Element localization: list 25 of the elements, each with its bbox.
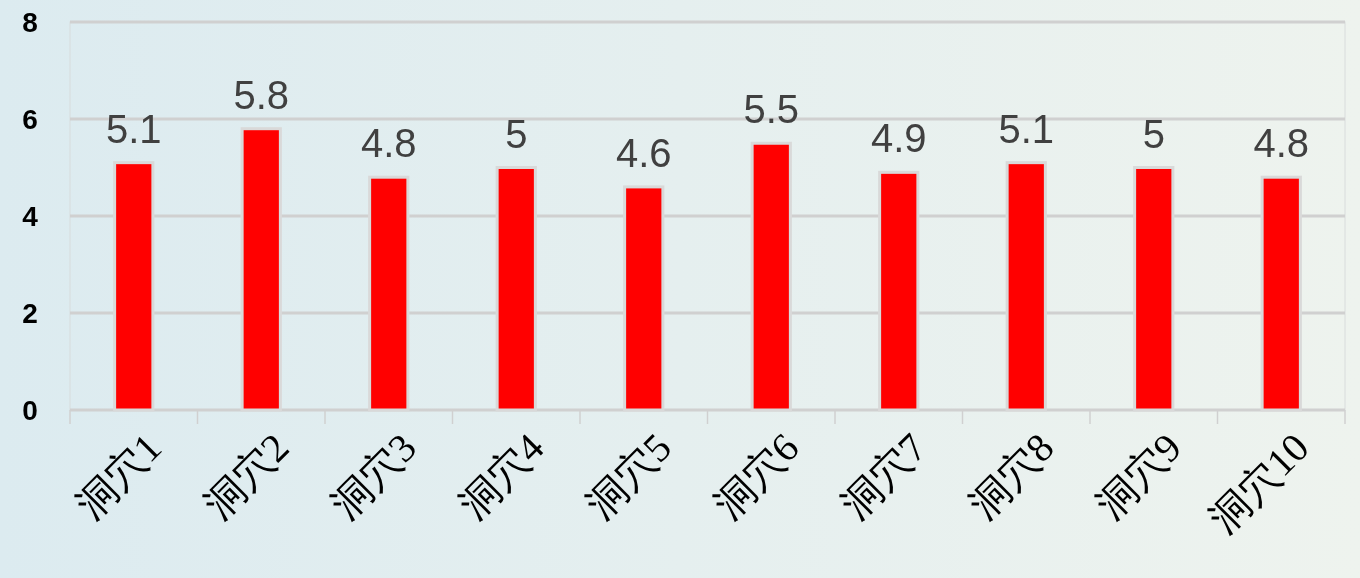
x-tick-label: 洞穴6 [705, 424, 808, 528]
data-label: 5.1 [105, 106, 162, 151]
x-tick-label: 洞穴5 [577, 424, 681, 528]
y-tick-label: 2 [22, 298, 38, 329]
data-label: 4.8 [1253, 121, 1310, 166]
data-label: 4.9 [870, 116, 927, 161]
x-tick-label: 洞穴2 [195, 424, 298, 528]
x-tick-label: 洞穴3 [322, 424, 426, 528]
data-label: 5 [505, 111, 528, 156]
x-tick-label: 洞穴4 [450, 424, 553, 528]
data-label: 5.1 [998, 106, 1055, 151]
x-tick-label: 洞穴7 [832, 424, 936, 528]
y-tick-label: 6 [22, 104, 38, 135]
x-tick-label: 洞穴10 [1200, 424, 1318, 542]
data-label: 4.8 [360, 121, 417, 166]
data-label: 5.5 [743, 87, 800, 132]
y-tick-label: 8 [22, 7, 38, 38]
x-tick-label: 洞穴1 [67, 424, 171, 528]
y-tick-label: 4 [22, 201, 39, 232]
data-label: 4.6 [615, 130, 672, 175]
x-tick-label: 洞穴9 [1087, 424, 1191, 528]
x-tick-label: 洞穴8 [960, 424, 1063, 528]
data-label: 5.8 [233, 72, 290, 117]
y-tick-label: 0 [22, 395, 38, 426]
data-label: 5 [1142, 111, 1165, 156]
